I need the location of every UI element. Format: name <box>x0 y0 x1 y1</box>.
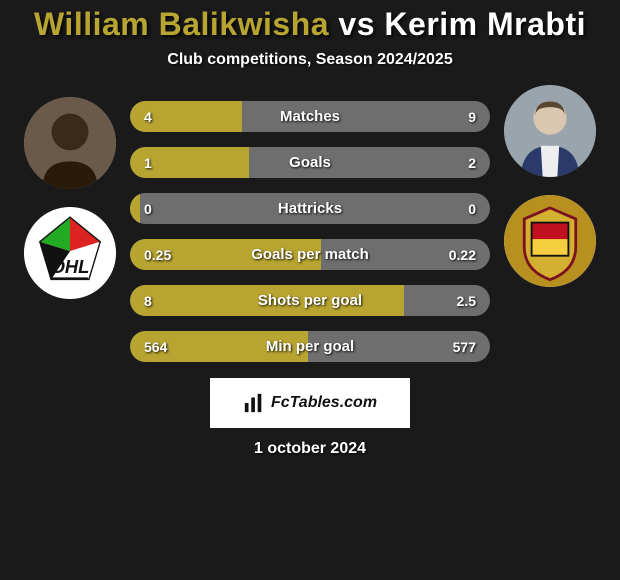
title-player1: William Balikwisha <box>34 6 329 42</box>
stat-bar: 49Matches <box>130 101 490 132</box>
chart-icon <box>243 392 265 414</box>
svg-text:OHL: OHL <box>51 256 90 277</box>
stat-bar: 12Goals <box>130 147 490 178</box>
stat-bar: 564577Min per goal <box>130 331 490 362</box>
page-title: William Balikwisha vs Kerim Mrabti <box>0 6 620 43</box>
club1-crest: OHL <box>24 207 116 299</box>
mechelen-crest-icon <box>504 195 596 287</box>
player-silhouette-icon <box>24 97 116 189</box>
stat-label: Shots per goal <box>130 285 490 316</box>
stat-bar: 0.250.22Goals per match <box>130 239 490 270</box>
credit-box[interactable]: FcTables.com <box>210 378 410 428</box>
comparison-card: William Balikwisha vs Kerim Mrabti Club … <box>0 0 620 580</box>
title-vs: vs <box>338 6 375 42</box>
stat-label: Goals <box>130 147 490 178</box>
stat-label: Matches <box>130 101 490 132</box>
subtitle: Club competitions, Season 2024/2025 <box>0 51 620 69</box>
stat-bar: 00Hattricks <box>130 193 490 224</box>
stat-label: Min per goal <box>130 331 490 362</box>
title-player2: Kerim Mrabti <box>384 6 586 42</box>
player1-avatar <box>24 97 116 189</box>
date-text: 1 october 2024 <box>0 440 620 458</box>
stat-label: Goals per match <box>130 239 490 270</box>
right-side <box>490 97 610 287</box>
credit-text: FcTables.com <box>271 394 377 412</box>
ohl-crest-icon: OHL <box>24 207 116 299</box>
player-silhouette-icon <box>504 85 596 177</box>
club2-crest <box>504 195 596 287</box>
main-row: OHL 49Matches 12Goals 00Hattricks 0.250.22G… <box>0 97 620 362</box>
stat-label: Hattricks <box>130 193 490 224</box>
player2-avatar <box>504 85 596 177</box>
left-side: OHL <box>10 97 130 299</box>
stat-bar: 82.5Shots per goal <box>130 285 490 316</box>
stat-bars: 49Matches 12Goals 00Hattricks 0.250.22Goals… <box>130 97 490 362</box>
